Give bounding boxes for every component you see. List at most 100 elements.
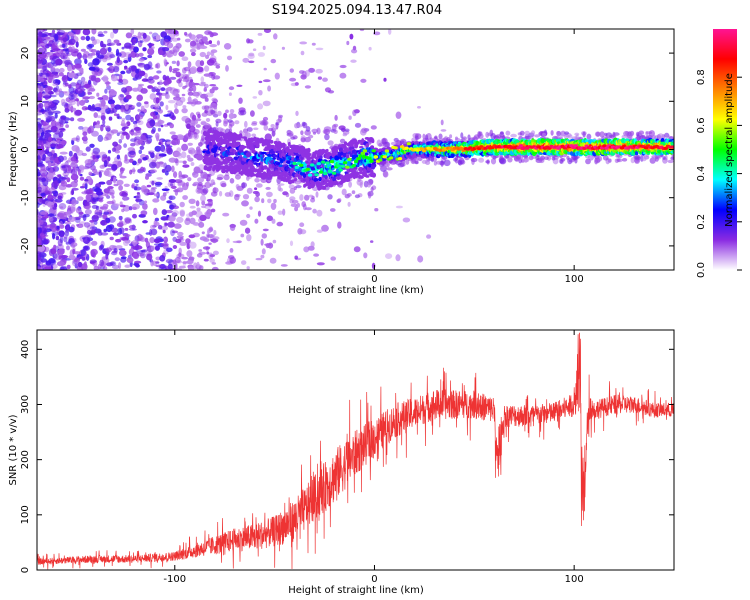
heatmap-cell bbox=[113, 248, 118, 253]
heatmap-cell bbox=[266, 215, 273, 222]
heatmap-cell bbox=[209, 88, 215, 94]
heatmap-cell bbox=[346, 40, 350, 46]
heatmap-cell bbox=[94, 107, 102, 111]
heatmap-cell bbox=[622, 158, 628, 162]
heatmap-cell bbox=[210, 238, 219, 243]
heatmap-cell bbox=[120, 108, 126, 113]
heatmap-cell bbox=[74, 58, 82, 66]
heatmap-cell bbox=[72, 107, 77, 112]
heatmap-cell bbox=[261, 248, 266, 255]
heatmap-cell bbox=[257, 103, 264, 110]
heatmap-cell bbox=[70, 117, 75, 122]
heatmap-cell bbox=[368, 179, 374, 184]
heatmap-cell bbox=[160, 87, 166, 92]
heatmap-cell bbox=[120, 134, 125, 140]
heatmap-cell bbox=[71, 242, 78, 247]
heatmap-cell bbox=[75, 135, 80, 143]
heatmap-cell bbox=[166, 247, 173, 253]
heatmap-cell bbox=[91, 29, 97, 35]
heatmap-cell bbox=[128, 65, 137, 72]
heatmap-cell bbox=[139, 40, 144, 43]
heatmap-cell bbox=[166, 147, 173, 155]
heatmap-cell bbox=[616, 158, 621, 162]
heatmap-cell bbox=[150, 152, 155, 159]
heatmap-cell bbox=[381, 137, 388, 145]
heatmap-cell bbox=[305, 161, 309, 164]
heatmap-cell bbox=[202, 187, 209, 194]
heatmap-cell bbox=[136, 102, 142, 107]
heatmap-cell bbox=[50, 248, 57, 255]
heatmap-cell bbox=[45, 260, 52, 266]
heatmap-cell bbox=[470, 157, 478, 163]
heatmap-cell bbox=[155, 34, 161, 41]
heatmap-cell bbox=[69, 103, 73, 111]
heatmap-cell bbox=[160, 145, 165, 152]
heatmap-cell bbox=[77, 117, 86, 122]
heatmap-cell bbox=[71, 259, 78, 267]
heatmap-cell bbox=[197, 177, 205, 183]
heatmap-cell bbox=[60, 140, 67, 145]
heatmap-cell bbox=[254, 178, 260, 183]
heatmap-cell bbox=[92, 39, 97, 45]
heatmap-cell bbox=[146, 253, 153, 261]
heatmap-cell bbox=[99, 259, 105, 267]
heatmap-cell bbox=[166, 52, 172, 58]
heatmap-cell bbox=[195, 93, 199, 98]
heatmap-cell bbox=[385, 253, 393, 259]
heatmap-cell bbox=[170, 139, 179, 146]
heatmap-cell bbox=[210, 208, 216, 213]
heatmap-cell bbox=[83, 222, 91, 228]
heatmap-cell bbox=[89, 259, 97, 264]
heatmap-cell bbox=[66, 264, 71, 270]
heatmap-cell bbox=[70, 181, 78, 188]
heatmap-cell bbox=[149, 119, 156, 127]
heatmap-cell bbox=[195, 124, 201, 128]
heatmap-cell bbox=[59, 220, 64, 228]
heatmap-cell bbox=[122, 205, 131, 212]
heatmap-cell bbox=[83, 81, 88, 85]
heatmap-cell bbox=[78, 211, 84, 215]
heatmap-cell bbox=[417, 255, 424, 263]
heatmap-cell bbox=[121, 87, 127, 93]
heatmap-cell bbox=[181, 115, 190, 122]
heatmap-cell bbox=[348, 115, 352, 120]
heatmap-cell bbox=[216, 176, 223, 181]
heatmap-cell bbox=[203, 258, 209, 262]
heatmap-cell bbox=[75, 41, 79, 48]
heatmap-cell bbox=[160, 124, 164, 128]
heatmap-cell bbox=[162, 74, 167, 81]
heatmap-cell bbox=[59, 266, 68, 270]
heatmap-cell bbox=[282, 208, 286, 216]
heatmap-cell bbox=[241, 182, 247, 189]
heatmap-cell bbox=[337, 221, 342, 229]
heatmap-cell bbox=[176, 79, 182, 84]
heatmap-cell bbox=[82, 131, 88, 136]
heatmap-cell bbox=[213, 229, 217, 236]
heatmap-cell bbox=[184, 218, 191, 226]
heatmap-cell bbox=[176, 60, 180, 67]
heatmap-cell bbox=[386, 167, 393, 171]
heatmap-cell bbox=[246, 213, 251, 219]
heatmap-cell bbox=[104, 193, 109, 197]
heatmap-cell bbox=[119, 219, 124, 227]
heatmap-cell bbox=[75, 98, 79, 102]
heatmap-cell bbox=[88, 171, 93, 176]
heatmap-cell bbox=[251, 133, 257, 137]
heatmap-cell bbox=[113, 176, 117, 184]
heatmap-cell bbox=[173, 30, 179, 35]
heatmap-cell bbox=[58, 128, 66, 131]
heatmap-cell bbox=[54, 198, 63, 203]
heatmap-cell bbox=[137, 31, 142, 39]
heatmap-cell bbox=[300, 130, 304, 136]
heatmap-cell bbox=[171, 210, 179, 216]
heatmap-cell bbox=[315, 191, 319, 198]
heatmap-cell bbox=[55, 235, 60, 241]
heatmap-cell bbox=[178, 51, 185, 57]
heatmap-cell bbox=[196, 261, 200, 269]
heatmap-cell bbox=[153, 238, 161, 244]
heatmap-cell bbox=[40, 119, 44, 123]
heatmap-cell bbox=[145, 175, 149, 180]
heatmap-cell bbox=[196, 183, 204, 191]
heatmap-cell bbox=[164, 29, 173, 34]
heatmap-cell bbox=[212, 182, 216, 186]
